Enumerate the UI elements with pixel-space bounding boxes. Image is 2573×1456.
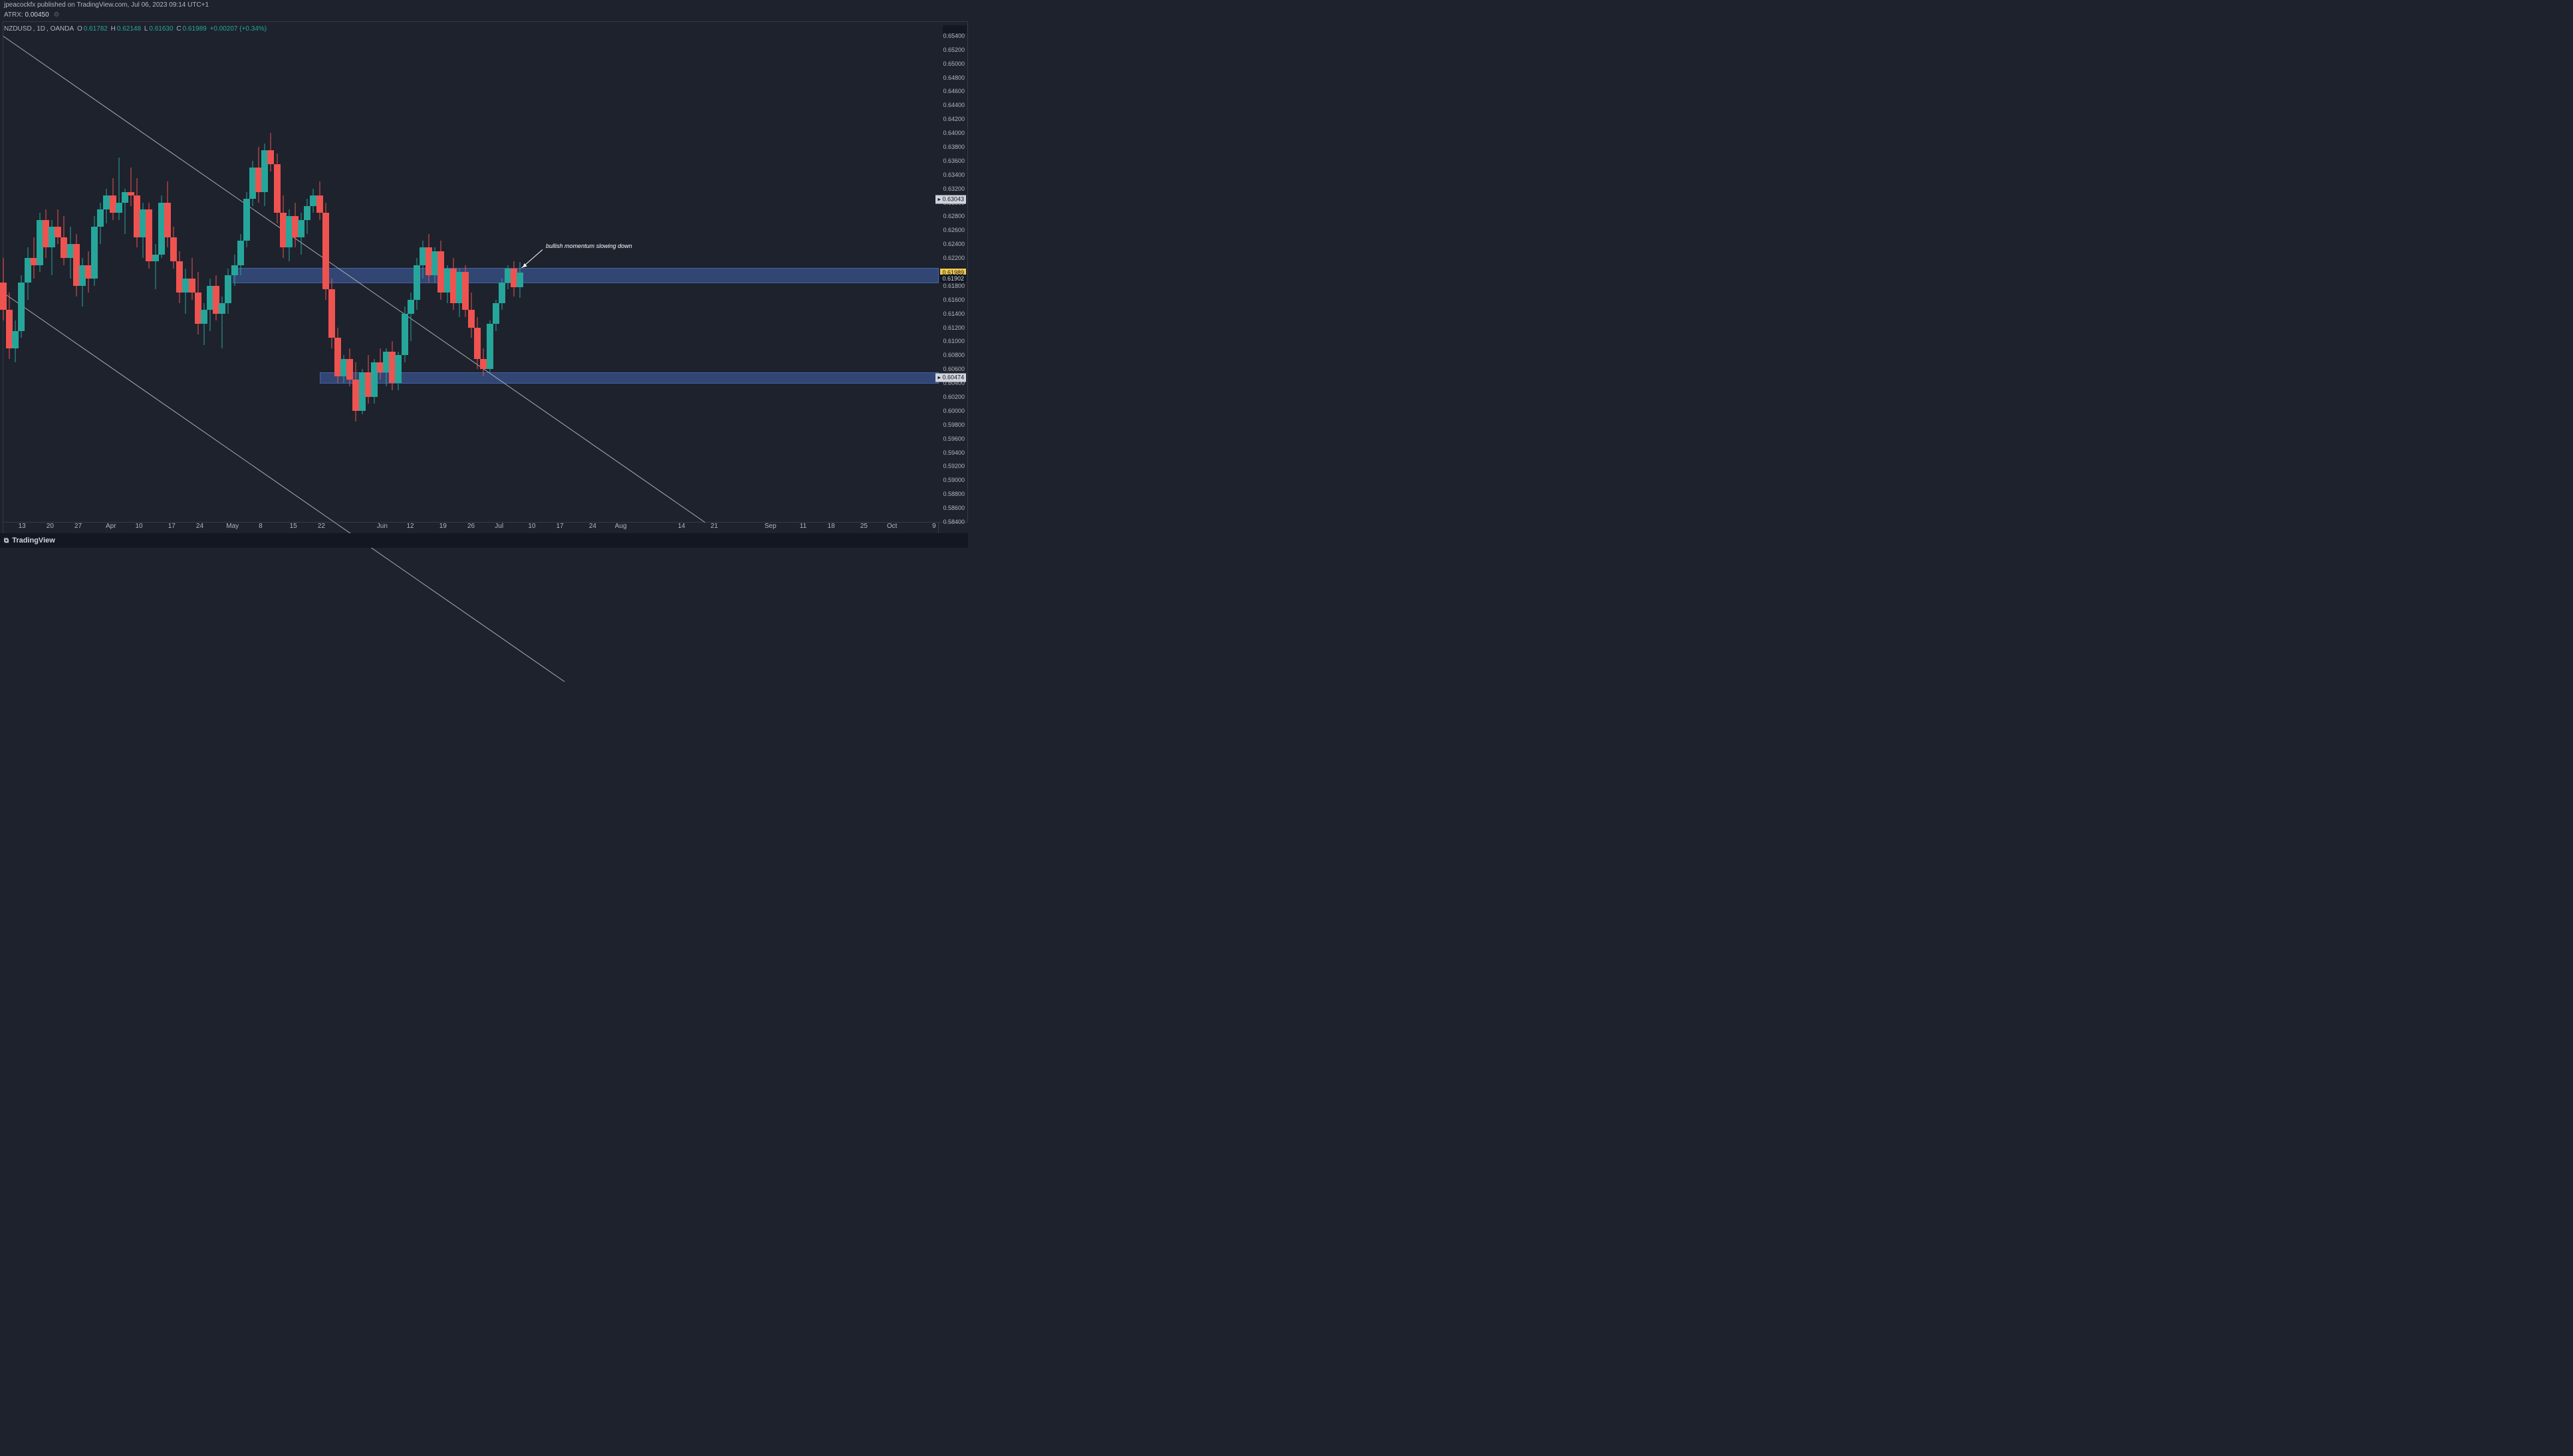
time-tick: May xyxy=(226,523,239,530)
time-tick: 20 xyxy=(47,523,54,530)
price-tick: 0.63800 xyxy=(943,144,965,150)
price-tick: 0.61600 xyxy=(943,297,965,303)
price-tick: 0.59400 xyxy=(943,449,965,456)
supply-demand-zone[interactable] xyxy=(233,268,939,283)
annotation-text[interactable]: bullish momentum slowing down xyxy=(546,243,632,249)
time-tick: 27 xyxy=(74,523,82,530)
annotation-arrow-icon xyxy=(521,249,543,268)
price-tick: 0.64000 xyxy=(943,130,965,136)
price-tick: 0.60200 xyxy=(943,394,965,400)
price-tick: 0.62200 xyxy=(943,255,965,261)
indicator-settings-icon[interactable]: ⚙ xyxy=(53,11,59,19)
price-tick: 0.61400 xyxy=(943,310,965,317)
price-tick: 0.61000 xyxy=(943,338,965,344)
price-tick: 0.62800 xyxy=(943,213,965,219)
price-tick: 0.65200 xyxy=(943,47,965,53)
price-tick: 0.65400 xyxy=(943,33,965,39)
price-tick: 0.64800 xyxy=(943,74,965,81)
price-tick: 0.60600 xyxy=(943,366,965,372)
price-tick: 0.63600 xyxy=(943,158,965,164)
price-badge: ▸ 0.60474 xyxy=(935,374,966,382)
time-tick: 10 xyxy=(135,523,142,530)
tradingview-logo-icon: ⧉ xyxy=(4,537,9,545)
time-tick: 17 xyxy=(556,523,564,530)
time-tick: 21 xyxy=(711,523,718,530)
theme-indicator xyxy=(943,25,967,33)
price-tick: 0.61200 xyxy=(943,324,965,331)
price-tick: 0.64400 xyxy=(943,102,965,108)
price-tick: 0.60800 xyxy=(943,352,965,358)
time-tick: Apr xyxy=(106,523,116,530)
indicator-row: ATRX: 0.00450 ⚙ xyxy=(4,11,59,20)
price-tick: 0.64600 xyxy=(943,88,965,94)
price-badge: ▸ 0.63043 xyxy=(935,195,966,204)
time-tick: Oct xyxy=(887,523,898,530)
time-tick: 18 xyxy=(828,523,835,530)
indicator-value: 0.00450 xyxy=(25,11,49,19)
price-axis[interactable]: 0.65400 0.65200 0.65000 0.64800 0.64600 0.644… xyxy=(939,21,968,523)
time-tick: 25 xyxy=(860,523,868,530)
time-tick: 9 xyxy=(932,523,936,530)
app-root: jpeacockfx published on TradingView.com,… xyxy=(0,0,968,548)
price-tick: 0.60000 xyxy=(943,408,965,414)
footer: ⧉ TradingView xyxy=(0,533,968,548)
time-tick: 15 xyxy=(290,523,297,530)
time-tick: 26 xyxy=(467,523,475,530)
price-tick: 0.58600 xyxy=(943,505,965,511)
supply-demand-zone[interactable] xyxy=(320,372,939,384)
time-tick: 14 xyxy=(678,523,685,530)
time-tick: 8 xyxy=(259,523,263,530)
price-tick: 0.61800 xyxy=(943,283,965,289)
price-tick: 0.58800 xyxy=(943,491,965,497)
price-tick: 0.62600 xyxy=(943,227,965,233)
chart-pane[interactable]: bullish momentum slowing down xyxy=(3,21,939,523)
time-tick: 17 xyxy=(168,523,176,530)
time-tick: Jun xyxy=(377,523,388,530)
price-tick: 0.63200 xyxy=(943,185,965,192)
time-tick: 19 xyxy=(439,523,447,530)
price-tick: 0.59800 xyxy=(943,422,965,428)
price-tick: 0.63400 xyxy=(943,172,965,178)
publish-text: jpeacockfx published on TradingView.com,… xyxy=(4,1,209,9)
time-tick: 11 xyxy=(800,523,806,530)
price-tick: 0.65000 xyxy=(943,61,965,67)
price-tick: 0.59200 xyxy=(943,463,965,469)
time-axis[interactable]: 13 20 27 Apr 10 17 24 May 8 15 22 Jun 12 19 26 Jul 10 17 2… xyxy=(3,523,939,533)
price-tick: 0.59600 xyxy=(943,435,965,442)
time-tick: 10 xyxy=(528,523,535,530)
time-tick: 22 xyxy=(318,523,325,530)
time-tick: Sep xyxy=(765,523,777,530)
price-tick: 0.64200 xyxy=(943,116,965,122)
footer-brand: TradingView xyxy=(12,537,55,545)
price-tick: 0.59000 xyxy=(943,477,965,483)
publish-header: jpeacockfx published on TradingView.com,… xyxy=(0,0,968,11)
time-tick: 24 xyxy=(196,523,203,530)
price-tick: 0.62400 xyxy=(943,241,965,247)
time-tick: 13 xyxy=(19,523,26,530)
time-tick: 12 xyxy=(406,523,414,530)
price-badge: 0.61902 xyxy=(940,275,966,283)
time-tick: Jul xyxy=(495,523,503,530)
time-tick: Aug xyxy=(615,523,627,530)
price-tick: 0.58400 xyxy=(943,519,965,525)
indicator-name: ATRX: xyxy=(4,11,23,19)
time-tick: 24 xyxy=(589,523,596,530)
